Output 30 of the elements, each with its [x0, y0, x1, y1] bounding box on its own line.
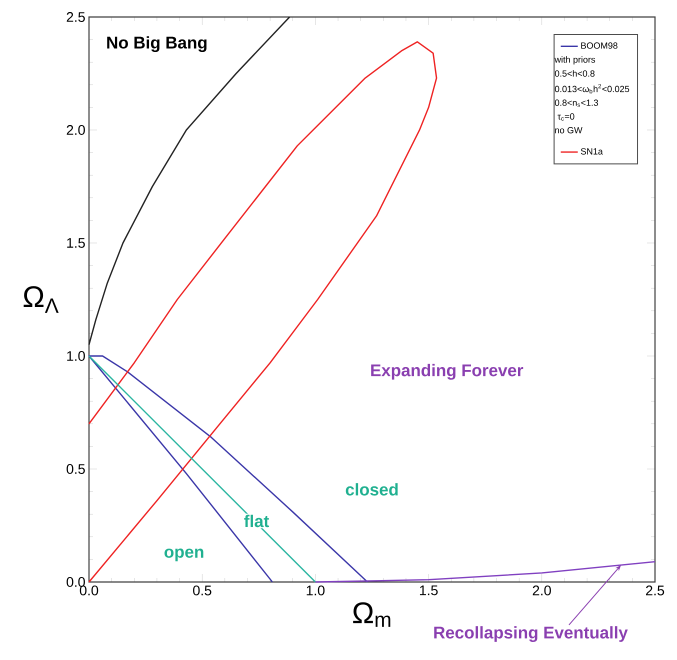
- annotation: closed: [346, 483, 398, 496]
- x-tick-label: 2.5: [646, 586, 664, 596]
- annotation: 0.5<h<0.8: [554, 70, 595, 77]
- x-tick-label: 1.0: [306, 586, 325, 596]
- y-tick-label: 2.0: [66, 125, 85, 135]
- annotation: Expanding Forever: [371, 364, 524, 380]
- annotation: τ$_{c}$=0: [558, 113, 574, 121]
- x-tick-label: 0.0: [80, 586, 98, 596]
- y-tick-label: 2.5: [66, 12, 85, 22]
- x-tick-label: 1.5: [420, 586, 438, 596]
- legend-label: SN1a: [580, 148, 603, 155]
- annotation: No Big Bang: [107, 36, 207, 52]
- annotation: open: [164, 548, 204, 562]
- line-series: [314, 560, 656, 583]
- y-tick-label: 1.5: [67, 238, 85, 248]
- y-tick-label: 1.0: [67, 351, 85, 361]
- annotation: flat: [244, 514, 270, 528]
- legend-label: BOOM98: [581, 42, 618, 49]
- y-axis-title: Ω$_{Λ}$: [24, 286, 59, 313]
- y-tick-label: 0.0: [66, 577, 85, 587]
- annotation: Recollapsing Eventually: [434, 626, 628, 642]
- annotation: 0.013<ω$_{b}$h$^{2}$<0.025: [554, 84, 630, 94]
- line-series: [88, 16, 290, 346]
- x-tick-label: 2.0: [532, 586, 551, 596]
- annotation: 0.8<n$_{s}$<1.3: [554, 100, 598, 107]
- annotation: no GW: [555, 127, 582, 134]
- x-tick-label: 0.5: [193, 586, 212, 596]
- y-tick-label: 0.5: [66, 464, 85, 474]
- annotation: with priors: [554, 56, 596, 65]
- x-axis-title: Ω$_{m}$: [353, 602, 390, 627]
